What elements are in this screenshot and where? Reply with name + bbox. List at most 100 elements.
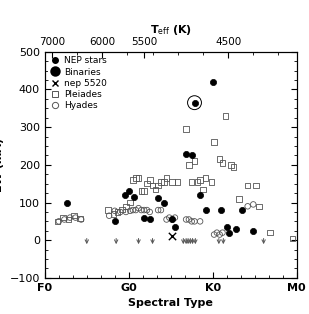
Point xyxy=(290,236,295,241)
Point xyxy=(142,208,146,213)
Point xyxy=(167,215,172,220)
Point xyxy=(164,176,169,181)
Point xyxy=(128,200,133,205)
Point xyxy=(56,219,61,224)
Point xyxy=(111,211,116,216)
Point xyxy=(220,160,225,165)
Point xyxy=(251,202,256,207)
Point xyxy=(139,189,144,194)
Point xyxy=(73,215,78,220)
Point xyxy=(175,179,180,184)
Point xyxy=(212,140,217,145)
Point xyxy=(150,183,155,188)
Point xyxy=(223,113,228,118)
Point xyxy=(130,208,135,213)
Point xyxy=(186,162,191,167)
Point xyxy=(189,179,194,184)
Point xyxy=(122,192,127,198)
Point xyxy=(239,208,244,213)
Point xyxy=(172,215,177,220)
Point xyxy=(268,230,273,235)
Point xyxy=(161,179,166,184)
Point xyxy=(170,234,175,239)
Point xyxy=(118,209,123,214)
X-axis label: Spectral Type: Spectral Type xyxy=(128,298,213,308)
Point xyxy=(61,215,66,220)
Point xyxy=(159,179,163,184)
Point xyxy=(105,208,110,213)
Point xyxy=(161,200,166,205)
Point xyxy=(186,217,191,222)
Point xyxy=(212,232,217,237)
Point xyxy=(234,226,239,231)
Point xyxy=(65,200,70,205)
Point xyxy=(126,189,131,194)
Point xyxy=(119,207,124,212)
Point xyxy=(210,79,215,84)
X-axis label: T$_{\rm eff}$ (K): T$_{\rm eff}$ (K) xyxy=(150,23,192,37)
Point xyxy=(256,204,261,209)
Point xyxy=(217,157,222,162)
Point xyxy=(170,217,175,222)
Point xyxy=(124,209,129,214)
Point xyxy=(203,176,208,181)
Point xyxy=(62,217,67,222)
Point xyxy=(130,177,135,182)
Point xyxy=(192,159,197,164)
Point xyxy=(112,208,117,213)
Point xyxy=(245,204,250,209)
Point xyxy=(189,219,194,224)
Point xyxy=(79,217,84,222)
Point xyxy=(147,209,152,214)
Point xyxy=(198,177,203,182)
Point xyxy=(184,151,188,156)
Point xyxy=(159,208,163,213)
Point xyxy=(192,219,197,224)
Point xyxy=(231,164,236,169)
Point xyxy=(139,208,144,213)
Point xyxy=(153,187,158,192)
Point xyxy=(214,230,219,235)
Point xyxy=(156,183,161,188)
Point xyxy=(164,217,169,222)
Point xyxy=(156,195,161,200)
Point xyxy=(245,183,250,188)
Point xyxy=(198,219,203,224)
Point xyxy=(209,179,214,184)
Point xyxy=(170,217,175,222)
Point xyxy=(170,179,175,184)
Point xyxy=(128,208,133,213)
Point xyxy=(124,204,129,209)
Point xyxy=(184,127,188,132)
Point xyxy=(237,196,242,201)
Point xyxy=(203,208,208,213)
Y-axis label: EW (mÅ): EW (mÅ) xyxy=(0,138,4,192)
Point xyxy=(67,215,72,220)
Point xyxy=(254,183,259,188)
Point xyxy=(77,216,82,221)
Point xyxy=(142,215,146,220)
Point xyxy=(112,219,117,224)
Point xyxy=(198,192,203,198)
Point xyxy=(133,176,138,181)
Point xyxy=(195,179,200,184)
Point xyxy=(136,206,141,211)
Point xyxy=(107,213,112,218)
Point xyxy=(189,153,194,158)
Point xyxy=(136,176,141,181)
Point xyxy=(147,217,152,222)
Point xyxy=(224,225,229,230)
Point xyxy=(184,217,188,222)
Point xyxy=(192,100,197,105)
Point xyxy=(66,217,71,222)
Point xyxy=(201,187,205,192)
Point xyxy=(251,228,256,233)
Point xyxy=(192,100,197,105)
Point xyxy=(132,194,137,199)
Point xyxy=(217,232,222,237)
Point xyxy=(55,219,60,224)
Point xyxy=(228,162,233,167)
Point xyxy=(142,189,146,194)
Point xyxy=(145,181,150,186)
Point xyxy=(145,208,150,213)
